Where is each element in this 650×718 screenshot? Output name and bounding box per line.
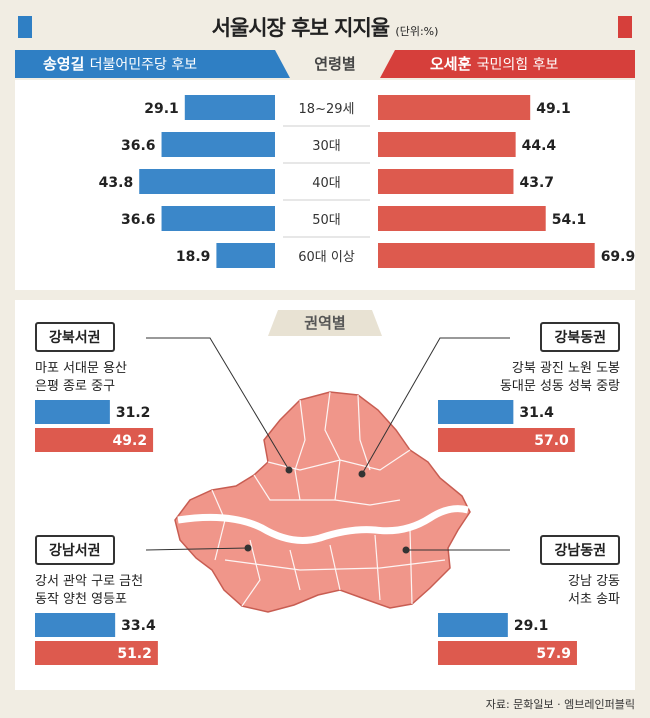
age-bar-song [161,132,275,157]
age-chart: 29.1 49.1 18~29세 36.6 44.4 30대 43.8 43.7 40대 36.6… [99,95,636,268]
region-value-oh: 49.2 [113,433,148,449]
region-card-gangnam-west: 강남서권 강서 관악 구로 금천 동작 양천 영등포 [35,535,143,609]
region-value-song: 31.4 [519,405,554,421]
region-value-oh: 57.9 [536,646,571,662]
oh-header: 오세훈 국민의힘 후보 [380,50,635,78]
region-card-gangbuk-west: 강북서권 마포 서대문 용산 은평 종로 중구 [35,322,127,396]
age-section-title: 연령별 [314,55,356,73]
region-bar-oh [35,428,154,452]
region-card-gangnam-east: 강남동권 강남 강동 서초 송파 [470,535,620,609]
age-bar-oh [378,132,516,157]
region-bar-song [438,400,514,424]
age-value-oh: 44.4 [522,138,557,154]
age-category-label: 60대 이상 [298,250,355,265]
age-value-song: 43.8 [99,175,134,191]
candidate-header: 송영길 더불어민주당 후보 연령별 오세훈 국민의힘 후보 [15,50,635,80]
district-list: 강서 관악 구로 금천 동작 양천 영등포 [35,573,143,609]
age-value-song: 36.6 [121,212,156,228]
region-value-song: 33.4 [121,618,156,634]
district-line: 강북 광진 노원 도봉 [511,361,620,376]
seoul-map-outline [174,391,471,613]
age-bar-song [139,169,275,194]
region-name: 강남서권 [35,535,115,565]
district-line: 동대문 성동 성북 중랑 [499,379,620,394]
region-bar-oh [438,428,575,452]
region-value-song: 29.1 [514,618,549,634]
leader-gangnam-west [145,547,249,551]
region-bar-song [35,613,116,637]
age-value-oh: 49.1 [536,101,571,117]
district-line: 동작 양천 영등포 [35,592,127,607]
region-bar-oh [35,641,158,665]
region-card-gangbuk-east: 강북동권 강북 광진 노원 도봉 동대문 성동 성북 중랑 [470,322,620,396]
age-bar-oh [378,95,531,120]
song-party: 더불어민주당 후보 [89,57,198,73]
red-flag-icon [618,16,632,38]
age-value-song: 18.9 [176,249,211,265]
district-line: 서초 송파 [568,592,620,607]
district-line: 강남 강동 [568,574,620,589]
oh-name: 오세훈 [430,55,472,73]
title-text: 서울시장 후보 지지율 [211,16,391,40]
song-name: 송영길 [43,55,85,73]
age-bar-oh [378,169,514,194]
age-bar-song [184,95,275,120]
age-value-song: 36.6 [121,138,156,154]
district-line: 은평 종로 중구 [35,379,116,394]
region-bar-song [438,613,508,637]
region-name: 강북동권 [540,322,620,352]
region-value-song: 31.2 [116,405,151,421]
age-value-oh: 54.1 [552,212,587,228]
age-category-label: 50대 [312,213,341,228]
seoul-map [145,337,510,613]
han-river [177,505,469,544]
age-value-oh: 43.7 [519,175,554,191]
age-category-label: 18~29세 [299,102,355,117]
district-list: 마포 서대문 용산 은평 종로 중구 [35,360,127,396]
source-credit: 자료: 문화일보 · 엠브레인퍼블릭 [485,698,635,711]
age-value-song: 29.1 [144,101,179,117]
district-list: 강북 광진 노원 도봉 동대문 성동 성북 중랑 [470,360,620,396]
district-line: 강서 관악 구로 금천 [35,574,144,589]
blue-flag-icon [18,16,32,38]
age-bar-oh [378,206,546,231]
unit-text: (단위:%) [395,25,439,38]
age-value-oh: 69.9 [601,249,636,265]
leader-gangbuk-west [146,337,290,471]
region-name: 강북서권 [35,322,115,352]
region-name: 강남동권 [540,535,620,565]
age-bar-song [161,206,275,231]
oh-party: 국민의힘 후보 [476,57,559,73]
region-value-oh: 57.0 [534,433,569,449]
leader-gangbuk-east [361,337,510,475]
song-header: 송영길 더불어민주당 후보 [15,50,290,78]
district-line: 마포 서대문 용산 [35,361,127,376]
age-category-label: 40대 [312,176,341,191]
district-list: 강남 강동 서초 송파 [470,573,620,609]
chart-title: 서울시장 후보 지지율 (단위:%) [0,12,650,42]
region-value-oh: 51.2 [117,646,152,662]
age-bar-oh [378,243,595,268]
region-bars: 31.2 49.2 31.4 57.0 33.4 51.2 29.1 57.9 [35,400,577,665]
region-bar-song [35,400,110,424]
region-section-title: 권역별 [268,310,382,336]
title-row: 서울시장 후보 지지율 (단위:%) [0,0,650,52]
age-bar-song [216,243,275,268]
region-bar-oh [438,641,577,665]
age-category-label: 30대 [312,139,341,154]
